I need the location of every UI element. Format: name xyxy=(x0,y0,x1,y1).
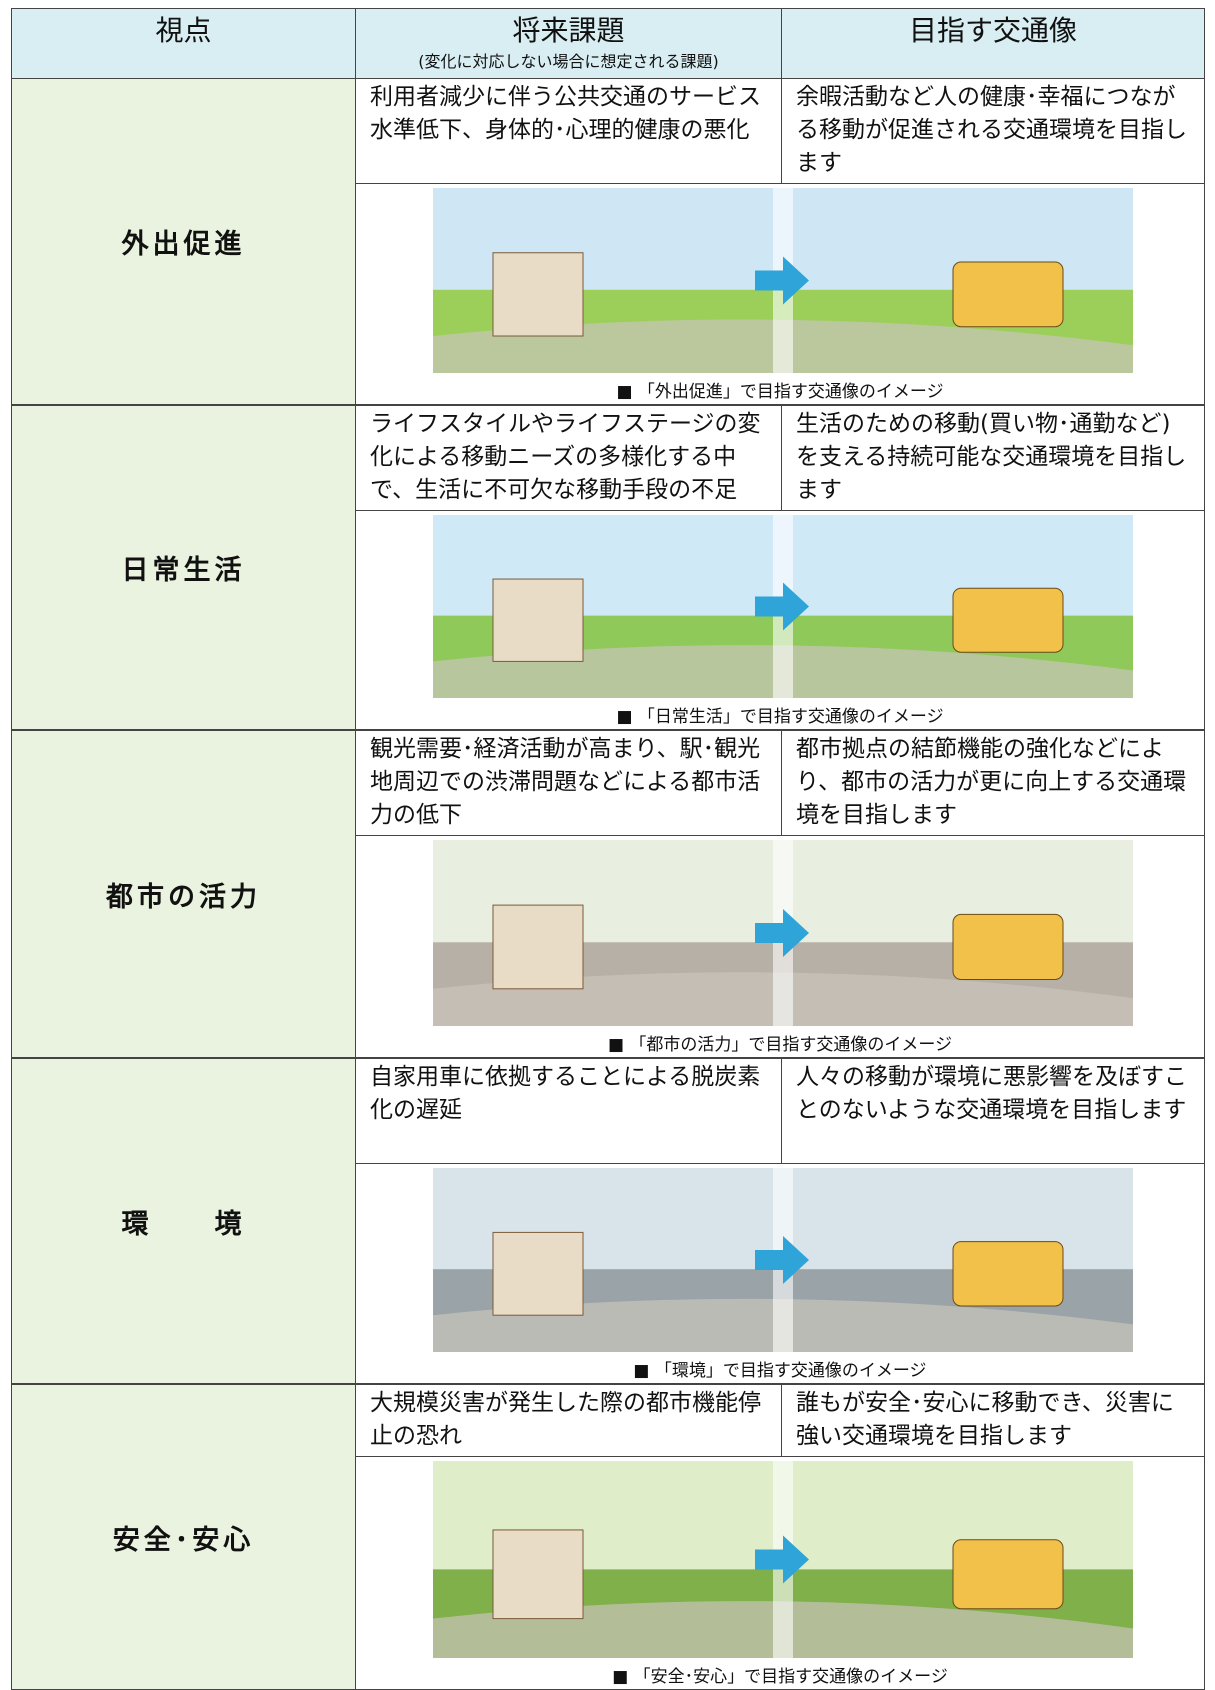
illustration xyxy=(433,1168,1133,1352)
caption: ■ 「環境」で目指す交通像のイメージ xyxy=(633,1361,927,1381)
caption: ■ 「都市の活力」で目指す交通像のイメージ xyxy=(607,1035,953,1055)
caption: ■ 「安全･安心」で目指す交通像のイメージ xyxy=(612,1667,948,1687)
caption: ■ 「日常生活」で目指す交通像のイメージ xyxy=(616,707,944,727)
illustration-cell: ■ 「外出促進」で目指す交通像のイメージ xyxy=(355,183,1205,405)
issue: 観光需要･経済活動が高まり、駅･観光地周辺での渋滞問題などによる都市活力の低下 xyxy=(355,730,782,836)
header-issue-cell: 将来課題 (変化に対応しない場合に想定される課題) xyxy=(355,8,782,79)
illustration-cell: ■ 「安全･安心」で目指す交通像のイメージ xyxy=(355,1456,1205,1690)
viewpoint: 都市の活力 xyxy=(11,730,356,1058)
illustration-cell: ■ 「都市の活力」で目指す交通像のイメージ xyxy=(355,835,1205,1058)
caption: ■ 「外出促進」で目指す交通像のイメージ xyxy=(616,382,944,402)
illustration xyxy=(433,840,1133,1026)
illustration xyxy=(433,188,1133,373)
header-viewpoint: 視点 xyxy=(11,8,356,79)
header-goal: 目指す交通像 xyxy=(781,8,1205,79)
goal: 余暇活動など人の健康･幸福につながる移動が促進される交通環境を目指します xyxy=(781,78,1205,184)
goal: 生活のための移動(買い物･通勤など)を支える持続可能な交通環境を目指します xyxy=(781,405,1205,511)
viewpoint: 安全･安心 xyxy=(11,1384,356,1690)
issue: 大規模災害が発生した際の都市機能停止の恐れ xyxy=(355,1384,782,1457)
goal: 都市拠点の結節機能の強化などにより、都市の活力が更に向上する交通環境を目指します xyxy=(781,730,1205,836)
illustration xyxy=(433,1461,1133,1658)
illustration-cell: ■ 「環境」で目指す交通像のイメージ xyxy=(355,1163,1205,1384)
goal: 誰もが安全･安心に移動でき、災害に強い交通環境を目指します xyxy=(781,1384,1205,1457)
issue: 利用者減少に伴う公共交通のサービス水準低下、身体的･心理的健康の悪化 xyxy=(355,78,782,184)
header-issue: 将来課題 xyxy=(512,14,625,47)
header-issue-note: (変化に対応しない場合に想定される課題) xyxy=(418,52,719,71)
viewpoint: 環 境 xyxy=(11,1058,356,1384)
illustration-cell: ■ 「日常生活」で目指す交通像のイメージ xyxy=(355,510,1205,730)
viewpoint: 外出促進 xyxy=(11,78,356,405)
viewpoint: 日常生活 xyxy=(11,405,356,730)
issue: 自家用車に依拠することによる脱炭素化の遅延 xyxy=(355,1058,782,1164)
goal: 人々の移動が環境に悪影響を及ぼすことのないような交通環境を目指します xyxy=(781,1058,1205,1164)
issue: ライフスタイルやライフステージの変化による移動ニーズの多様化する中で、生活に不可… xyxy=(355,405,782,511)
illustration xyxy=(433,515,1133,698)
